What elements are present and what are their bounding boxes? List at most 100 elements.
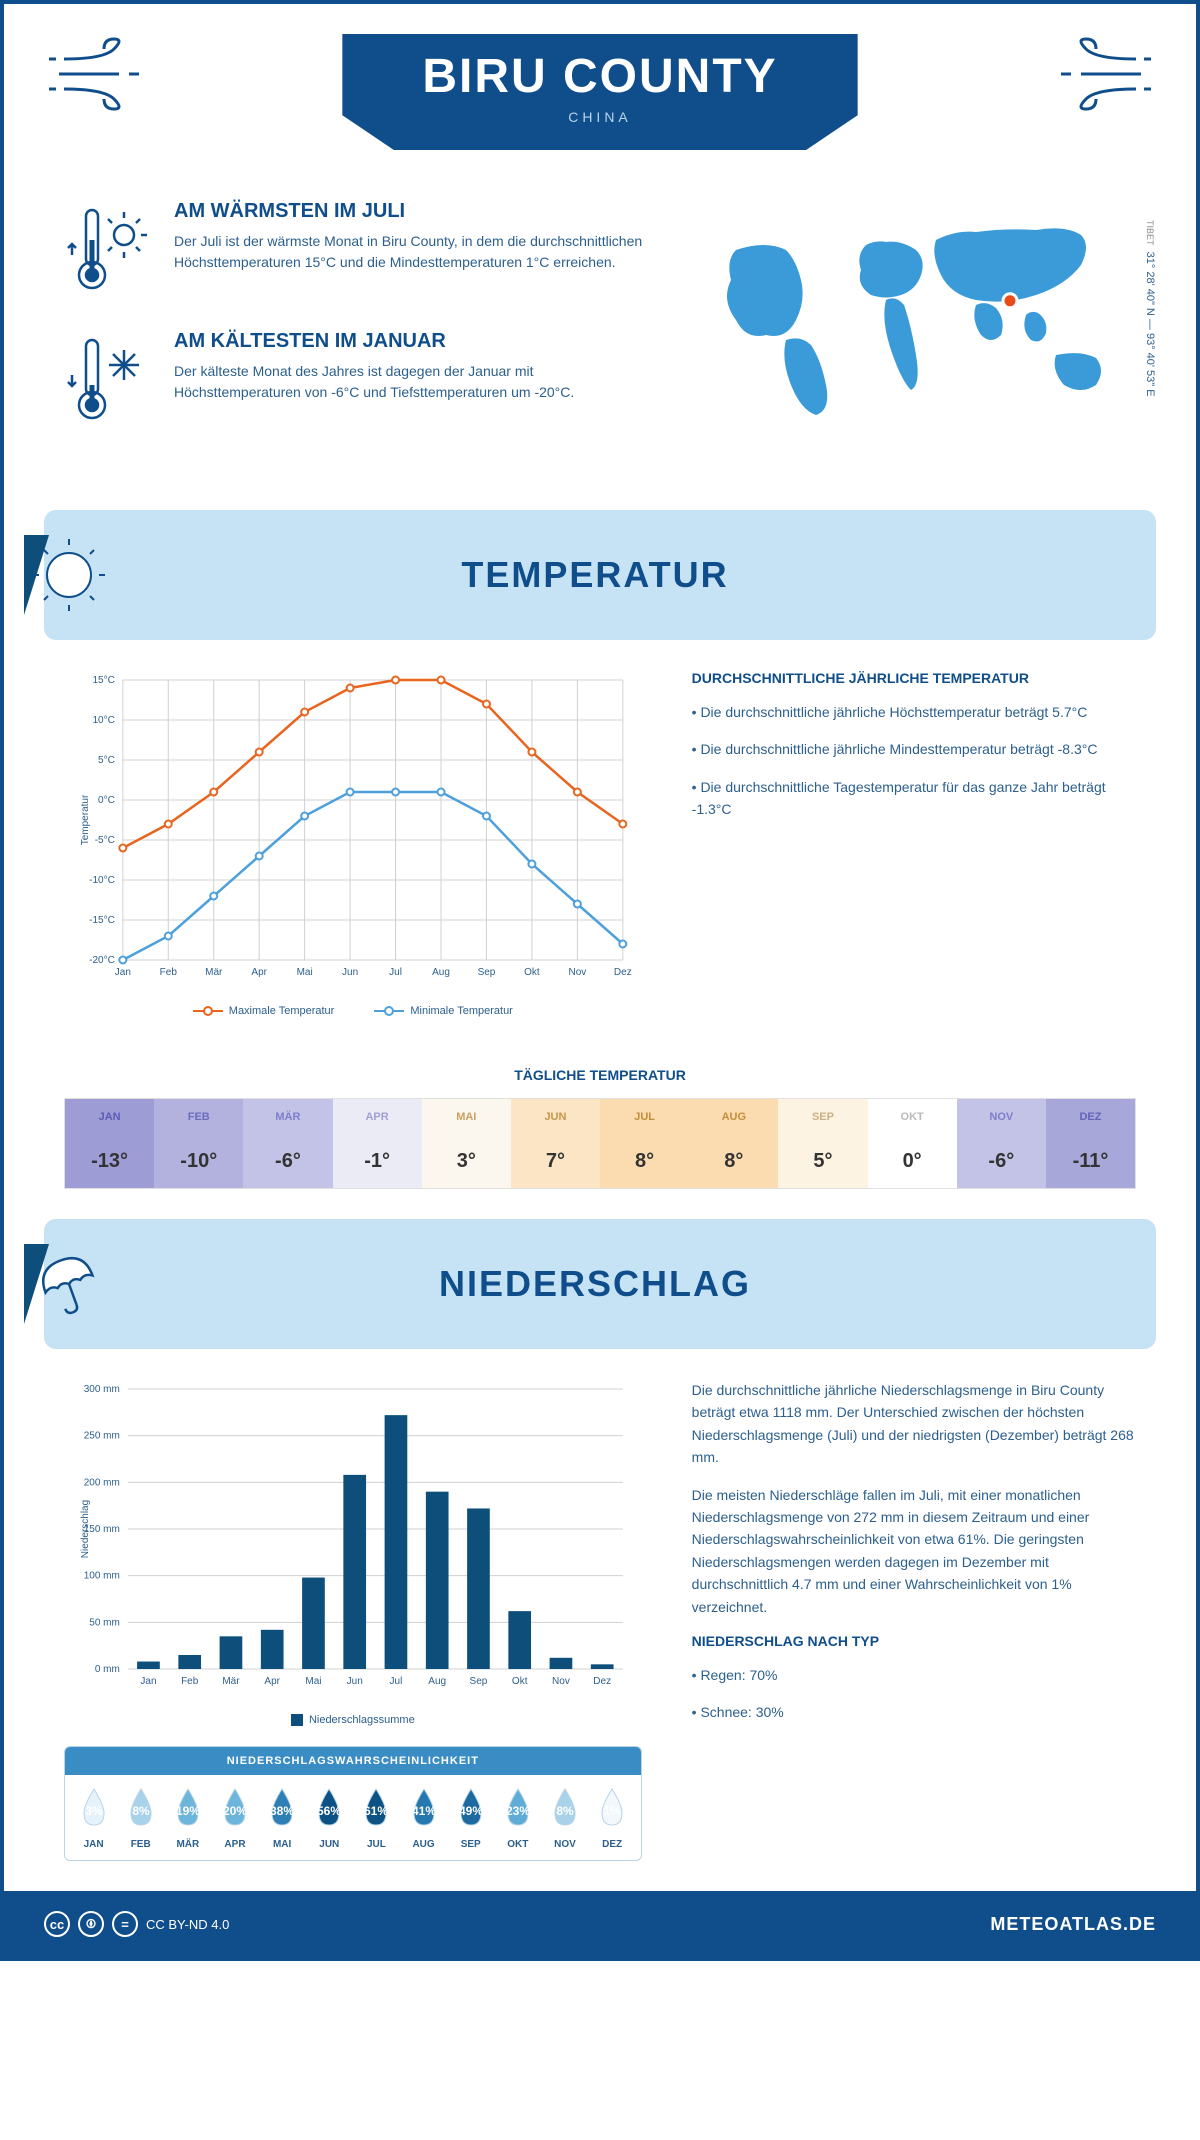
header: BIRU COUNTY CHINA xyxy=(4,4,1196,170)
footer: cc 🅯 = CC BY-ND 4.0 METEOATLAS.DE xyxy=(4,1891,1196,1957)
warmest-block: AM WÄRMSTEN IM JULI Der Juli ist der wär… xyxy=(64,200,646,300)
temperature-section-header: TEMPERATUR xyxy=(44,510,1156,640)
precip-prob-cell: 38% MAI xyxy=(259,1785,306,1855)
daily-temp-cell: JUN 7° xyxy=(511,1099,600,1188)
svg-text:Feb: Feb xyxy=(181,1676,199,1687)
precip-type-title: NIEDERSCHLAG NACH TYP xyxy=(692,1633,1136,1649)
svg-text:Jan: Jan xyxy=(115,967,131,978)
map-marker xyxy=(1003,294,1017,308)
precip-prob-cell: 8% NOV xyxy=(541,1785,588,1855)
warmest-text: Der Juli ist der wärmste Monat in Biru C… xyxy=(174,231,646,273)
daily-temp-cell: JAN -13° xyxy=(65,1099,154,1188)
svg-text:10°C: 10°C xyxy=(92,715,114,726)
precip-prob-cell: 49% SEP xyxy=(447,1785,494,1855)
precipitation-bar-chart: 0 mm50 mm100 mm150 mm200 mm250 mm300 mmJ… xyxy=(64,1379,642,1699)
precip-prob-cell: 41% AUG xyxy=(400,1785,447,1855)
svg-text:Dez: Dez xyxy=(593,1676,611,1687)
precip-prob-cell: 20% APR xyxy=(211,1785,258,1855)
precip-type-item: • Regen: 70% xyxy=(692,1664,1136,1686)
daily-temp-cell: MAI 3° xyxy=(422,1099,511,1188)
daily-temp-title: TÄGLICHE TEMPERATUR xyxy=(4,1067,1196,1083)
info-row: AM WÄRMSTEN IM JULI Der Juli ist der wär… xyxy=(4,170,1196,490)
warmest-title: AM WÄRMSTEN IM JULI xyxy=(174,200,646,223)
temp-desc-title: DURCHSCHNITTLICHE JÄHRLICHE TEMPERATUR xyxy=(692,670,1136,686)
temp-desc-item: • Die durchschnittliche jährliche Mindes… xyxy=(692,738,1136,760)
svg-text:Mär: Mär xyxy=(205,967,223,978)
svg-text:Mai: Mai xyxy=(297,967,313,978)
license-badges: cc 🅯 = CC BY-ND 4.0 xyxy=(44,1911,229,1937)
svg-text:Feb: Feb xyxy=(160,967,178,978)
world-map: TIBET 31° 28' 40" N — 93° 40' 53" E xyxy=(686,200,1136,460)
sun-icon xyxy=(24,535,124,615)
daily-temp-cell: JUL 8° xyxy=(600,1099,689,1188)
daily-temp-cell: MÄR -6° xyxy=(243,1099,332,1188)
svg-text:Mär: Mär xyxy=(222,1676,240,1687)
daily-temp-table: JAN -13° FEB -10° MÄR -6° APR -1° MAI 3°… xyxy=(64,1098,1136,1189)
precip-desc-p1: Die durchschnittliche jährliche Niedersc… xyxy=(692,1379,1136,1469)
svg-text:200 mm: 200 mm xyxy=(84,1477,120,1488)
daily-temp-cell: AUG 8° xyxy=(689,1099,778,1188)
precipitation-title: NIEDERSCHLAG xyxy=(154,1263,1036,1305)
daily-temp-cell: FEB -10° xyxy=(154,1099,243,1188)
svg-text:-5°C: -5°C xyxy=(95,835,115,846)
temp-desc-item: • Die durchschnittliche jährliche Höchst… xyxy=(692,701,1136,723)
svg-text:300 mm: 300 mm xyxy=(84,1384,120,1395)
precipitation-section-header: NIEDERSCHLAG xyxy=(44,1219,1156,1349)
svg-text:Jan: Jan xyxy=(140,1676,156,1687)
precip-type-item: • Schnee: 30% xyxy=(692,1701,1136,1723)
precip-prob-cell: 3% JAN xyxy=(70,1785,117,1855)
daily-temp-cell: SEP 5° xyxy=(778,1099,867,1188)
svg-text:19%: 19% xyxy=(176,1804,200,1818)
svg-text:Sep: Sep xyxy=(478,967,496,978)
precip-prob-cell: 1% DEZ xyxy=(589,1785,636,1855)
svg-text:Okt: Okt xyxy=(512,1676,528,1687)
precip-legend: Niederschlagssumme xyxy=(64,1714,642,1726)
svg-text:Sep: Sep xyxy=(470,1676,488,1687)
svg-text:38%: 38% xyxy=(270,1804,294,1818)
wind-icon-right xyxy=(1036,34,1156,114)
temp-legend: Maximale Temperatur Minimale Temperatur xyxy=(64,1005,642,1017)
wind-icon-left xyxy=(44,34,164,114)
precip-prob-cell: 61% JUL xyxy=(353,1785,400,1855)
svg-text:61%: 61% xyxy=(364,1804,388,1818)
svg-text:56%: 56% xyxy=(317,1804,341,1818)
coldest-block: AM KÄLTESTEN IM JANUAR Der kälteste Mona… xyxy=(64,330,646,430)
precip-prob-cell: 56% JUN xyxy=(306,1785,353,1855)
svg-text:Jul: Jul xyxy=(390,1676,403,1687)
license-text: CC BY-ND 4.0 xyxy=(146,1917,229,1932)
temperature-line-chart: -20°C-15°C-10°C-5°C0°C5°C10°C15°CJanFebM… xyxy=(64,670,642,990)
precip-prob-cell: 23% OKT xyxy=(494,1785,541,1855)
svg-text:100 mm: 100 mm xyxy=(84,1571,120,1582)
svg-text:250 mm: 250 mm xyxy=(84,1431,120,1442)
footer-brand: METEOATLAS.DE xyxy=(990,1914,1156,1935)
svg-text:Okt: Okt xyxy=(524,967,540,978)
svg-text:Niederschlag: Niederschlag xyxy=(80,1500,91,1558)
daily-temp-cell: APR -1° xyxy=(333,1099,422,1188)
svg-text:8%: 8% xyxy=(132,1804,150,1818)
thermometer-cold-icon xyxy=(64,330,154,430)
temp-desc-item: • Die durchschnittliche Tagestemperatur … xyxy=(692,776,1136,821)
temperature-section: -20°C-15°C-10°C-5°C0°C5°C10°C15°CJanFebM… xyxy=(4,670,1196,1047)
daily-temp-cell: OKT 0° xyxy=(868,1099,957,1188)
daily-temp-cell: DEZ -11° xyxy=(1046,1099,1135,1188)
page-title: BIRU COUNTY xyxy=(422,49,777,104)
svg-text:50 mm: 50 mm xyxy=(89,1617,120,1628)
svg-text:3%: 3% xyxy=(85,1804,103,1818)
svg-text:Nov: Nov xyxy=(552,1676,570,1687)
svg-text:5°C: 5°C xyxy=(98,755,115,766)
svg-text:Dez: Dez xyxy=(614,967,632,978)
svg-text:Aug: Aug xyxy=(428,1676,446,1687)
svg-text:49%: 49% xyxy=(459,1804,483,1818)
precip-desc-p2: Die meisten Niederschläge fallen im Juli… xyxy=(692,1484,1136,1618)
svg-text:23%: 23% xyxy=(506,1804,530,1818)
page-subtitle: CHINA xyxy=(422,109,777,125)
svg-text:Jun: Jun xyxy=(342,967,358,978)
coldest-text: Der kälteste Monat des Jahres ist dagege… xyxy=(174,361,646,403)
svg-text:8%: 8% xyxy=(556,1804,574,1818)
precip-prob-cell: 8% FEB xyxy=(117,1785,164,1855)
svg-text:-10°C: -10°C xyxy=(89,875,115,886)
svg-text:Jul: Jul xyxy=(389,967,402,978)
svg-text:Nov: Nov xyxy=(568,967,586,978)
svg-text:Aug: Aug xyxy=(432,967,450,978)
svg-text:1%: 1% xyxy=(603,1804,621,1818)
